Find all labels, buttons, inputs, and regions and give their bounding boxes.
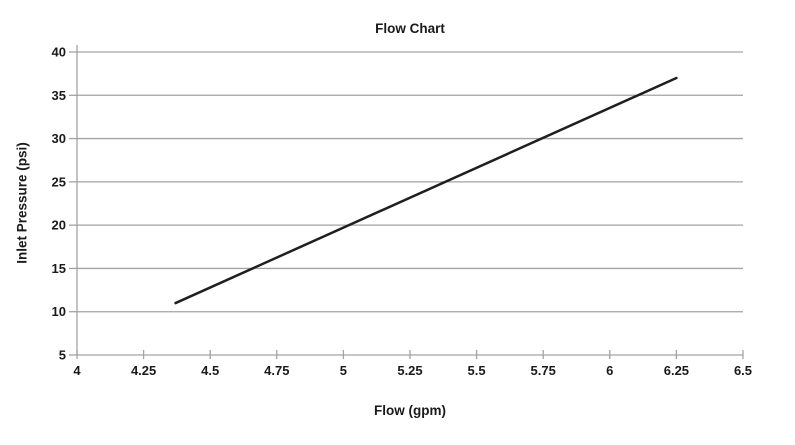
y-tick-label: 15	[52, 261, 66, 276]
y-tick-label: 35	[52, 88, 66, 103]
y-tick-label: 40	[52, 45, 66, 60]
chart-title: Flow Chart	[375, 21, 445, 36]
x-tick-label: 4.75	[264, 363, 289, 378]
x-tick-label: 4	[73, 363, 81, 378]
x-tick-label: 5.25	[397, 363, 422, 378]
y-tick-label: 25	[52, 174, 66, 189]
x-tick-label: 6.5	[734, 363, 752, 378]
x-axis-title: Flow (gpm)	[374, 403, 446, 418]
data-line	[174, 76, 678, 305]
x-tick-label: 4.25	[131, 363, 156, 378]
x-tick-label: 5	[340, 363, 347, 378]
y-tick-label: 20	[52, 218, 66, 233]
x-tick-label: 6.25	[664, 363, 689, 378]
x-tick-label: 4.5	[201, 363, 219, 378]
x-tick-label: 6	[606, 363, 613, 378]
y-tick-label: 10	[52, 304, 66, 319]
x-tick-label: 5.75	[531, 363, 556, 378]
y-tick-label: 5	[59, 348, 66, 363]
y-tick-label: 30	[52, 131, 66, 146]
x-tick-label: 5.5	[468, 363, 486, 378]
